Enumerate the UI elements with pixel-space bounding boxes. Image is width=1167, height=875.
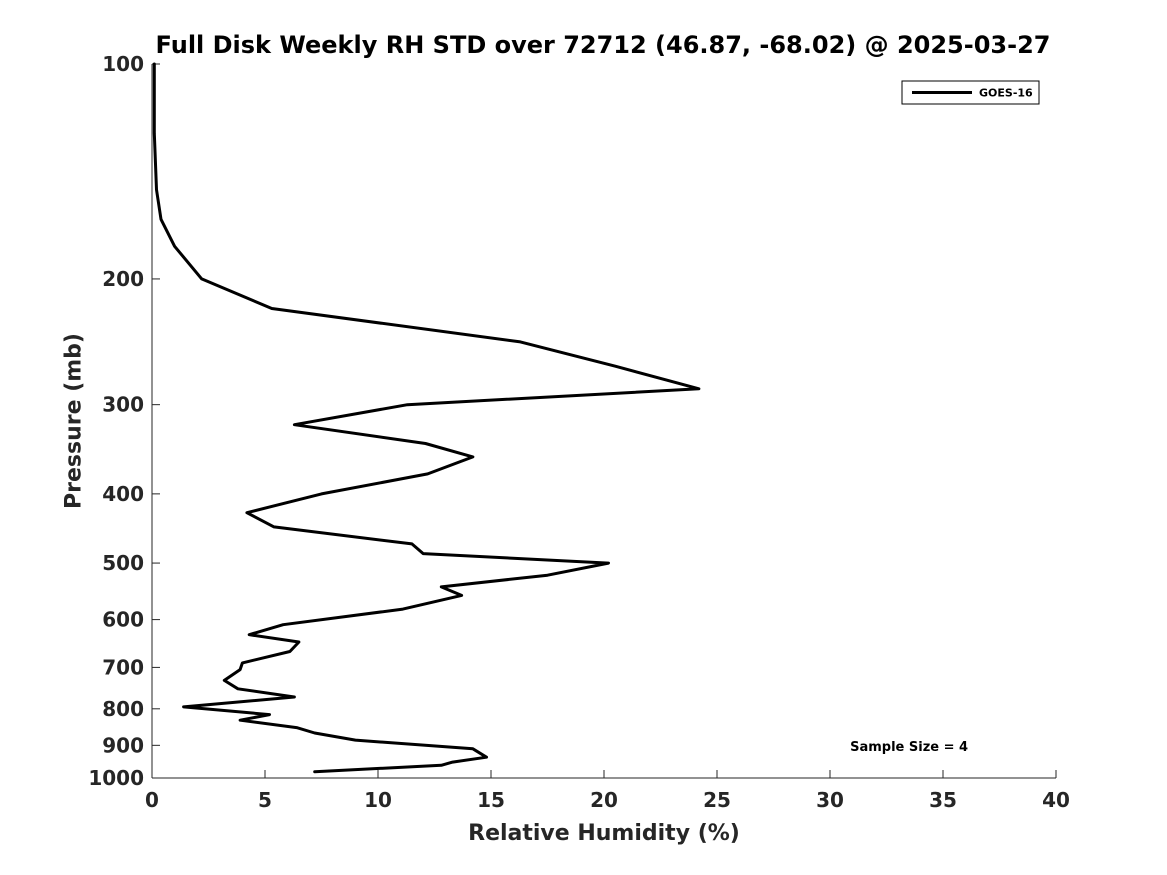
series-line-goes-16 [152,62,701,774]
y-axis: 100 200 300 400 500 600 700 800 900 1000 [88,52,160,790]
y-tick-label: 1000 [88,766,144,790]
legend: GOES-16 [901,80,1040,105]
x-tick-label: 5 [258,788,272,812]
y-tick-label: 100 [102,52,144,76]
x-tick-label: 15 [477,788,505,812]
y-tick-label: 600 [102,608,144,632]
x-tick-label: 10 [364,788,392,812]
sample-size-annotation: Sample Size = 4 [850,740,968,755]
x-tick-label: 0 [145,788,159,812]
y-tick-label: 900 [102,733,144,757]
x-axis-label: Relative Humidity (%) [468,821,740,846]
x-tick-label: 20 [590,788,618,812]
x-tick-label: 40 [1042,788,1070,812]
x-tick-label: 35 [929,788,957,812]
y-tick-label: 300 [102,393,144,417]
x-axis: 0 5 10 15 20 25 30 35 40 [145,770,1070,812]
y-tick-label: 200 [102,267,144,291]
y-tick-label: 700 [102,655,144,679]
legend-label-goes-16: GOES-16 [979,87,1033,100]
y-tick-label: 400 [102,482,144,506]
x-tick-label: 30 [816,788,844,812]
y-axis-label: Pressure (mb) [62,333,87,509]
y-tick-label: 500 [102,551,144,575]
series-group [152,62,701,774]
chart-title: Full Disk Weekly RH STD over 72712 (46.8… [156,31,1051,59]
x-tick-label: 25 [703,788,731,812]
y-tick-label: 800 [102,697,144,721]
